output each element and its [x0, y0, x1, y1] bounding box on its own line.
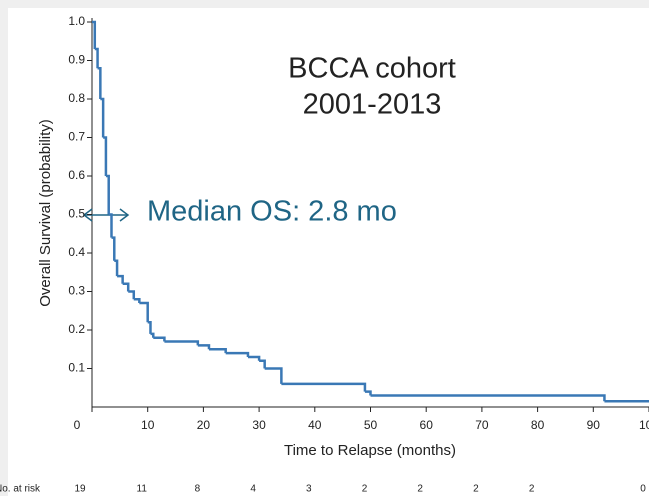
- y-tick-label: 0.5: [68, 207, 85, 221]
- survival-step: [225, 351, 250, 357]
- risk-count: 3: [306, 484, 312, 495]
- risk-count: 8: [195, 484, 201, 495]
- survival-step: [370, 394, 606, 402]
- survival-step: [264, 367, 283, 384]
- survival-step: [117, 274, 124, 284]
- y-tick-label: 0.2: [68, 322, 85, 336]
- x-tick-label: 70: [475, 418, 489, 432]
- survival-step: [103, 136, 108, 176]
- risk-count: 19: [74, 484, 86, 495]
- survival-step: [197, 344, 211, 350]
- y-tick-label: 0.7: [68, 130, 85, 144]
- survival-step: [128, 290, 136, 300]
- x-tick-label: 90: [587, 418, 601, 432]
- annotation: BCCA cohort: [288, 53, 456, 85]
- annotation: Median OS: 2.8 mo: [147, 196, 397, 228]
- survival-step: [92, 20, 97, 49]
- survival-step: [153, 336, 166, 342]
- y-tick-label: 0.4: [68, 245, 85, 259]
- x-tick-label: 60: [420, 418, 434, 432]
- risk-count: 4: [250, 484, 256, 495]
- survival-step: [122, 282, 130, 292]
- risk-table-label: No. at risk: [0, 484, 41, 495]
- survival-step: [100, 97, 105, 138]
- survival-step: [139, 301, 149, 323]
- survival-step: [281, 382, 367, 392]
- survival-step: [259, 359, 266, 369]
- survival-step: [105, 174, 110, 215]
- risk-count: 2: [362, 484, 368, 495]
- x-tick-label: 0: [74, 418, 81, 432]
- y-tick-label: 0.1: [68, 361, 85, 375]
- survival-step: [247, 355, 261, 361]
- x-tick-label: 80: [531, 418, 545, 432]
- y-tick-label: 0.8: [68, 91, 85, 105]
- survival-step: [150, 332, 155, 338]
- y-tick-label: 0.3: [68, 284, 85, 298]
- x-tick-label: 100: [639, 418, 649, 432]
- x-tick-label: 20: [197, 418, 211, 432]
- x-axis-label: Time to Relapse (months): [284, 442, 456, 459]
- x-tick-label: 50: [364, 418, 378, 432]
- survival-step: [97, 66, 102, 99]
- y-tick-label: 0.9: [68, 53, 85, 67]
- x-tick-label: 10: [141, 418, 155, 432]
- x-tick-label: 40: [308, 418, 322, 432]
- risk-count: 2: [473, 484, 479, 495]
- survival-step: [133, 297, 141, 304]
- survival-step: [147, 321, 152, 334]
- survival-step: [208, 348, 227, 354]
- risk-count: 0: [640, 484, 646, 495]
- survival-step: [364, 390, 372, 396]
- y-tick-label: 1.0: [68, 14, 85, 28]
- survival-step: [108, 213, 113, 238]
- annotation: 2001-2013: [303, 89, 442, 121]
- risk-count: 2: [417, 484, 423, 495]
- risk-count: 2: [529, 484, 535, 495]
- risk-count: 11: [137, 484, 148, 495]
- survival-step: [164, 340, 200, 346]
- x-tick-label: 30: [252, 418, 266, 432]
- survival-step: [111, 236, 116, 261]
- survival-step: [94, 47, 99, 69]
- y-tick-label: 0.6: [68, 168, 85, 182]
- survival-step: [114, 259, 119, 277]
- y-axis-label: Overall Survival (probability): [37, 119, 54, 307]
